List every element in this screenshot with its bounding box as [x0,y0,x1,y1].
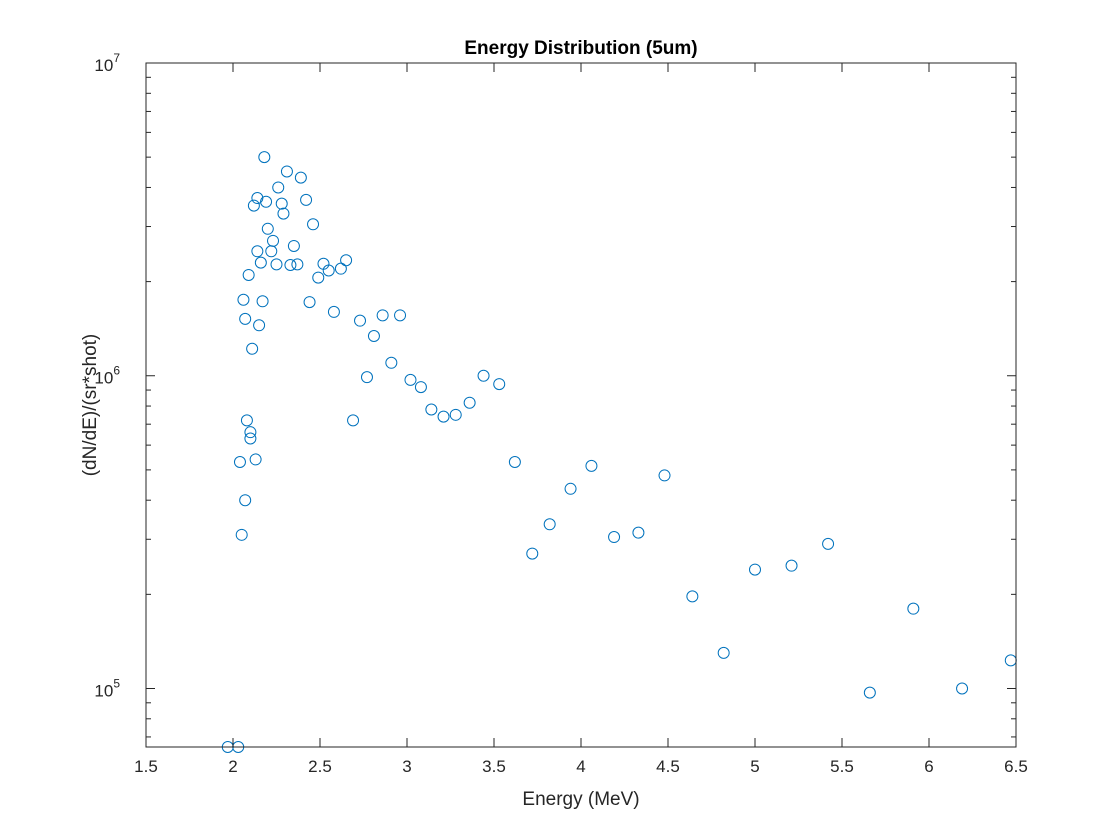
data-point [414,381,427,394]
data-point [425,403,438,416]
plot-area [146,63,1016,747]
x-tick-label: 3.5 [482,757,506,776]
data-point [239,494,252,507]
data-point [242,268,255,281]
data-point [284,258,297,271]
data-point [340,254,353,267]
axes-background [146,63,1016,747]
x-tick-label: 5 [750,757,759,776]
data-point [275,197,288,210]
data-point [360,371,373,384]
data-point [233,455,246,468]
data-point [367,329,380,342]
data-point [239,312,252,325]
data-point [404,373,417,386]
data-point [237,293,250,306]
x-tick-label: 4 [576,757,585,776]
data-point [272,181,285,194]
data-point [493,378,506,391]
y-tick-exponent: 6 [113,364,120,378]
data-point [907,602,920,615]
data-point [376,309,389,322]
chart-title: Energy Distribution (5um) [464,38,697,59]
y-tick-exponent: 7 [113,51,120,65]
data-point [477,369,490,382]
x-tick-label: 2 [228,757,237,776]
data-point [347,414,360,427]
data-point [235,528,248,541]
data-point [632,526,645,539]
x-axis-label: Energy (MeV) [522,789,639,810]
data-point [686,590,699,603]
data-point [394,309,407,322]
x-tick-label: 4.5 [656,757,680,776]
data-point [463,396,476,409]
data-point [251,192,264,205]
data-point [291,258,304,271]
x-tick-label: 5.5 [830,757,854,776]
data-point [658,469,671,482]
data-point [294,171,307,184]
data-point [749,563,761,576]
data-point [449,408,462,421]
y-tick-label: 105 [94,676,120,700]
data-point [244,432,257,445]
data-point [251,245,264,258]
data-point [300,193,313,206]
x-tick-label: 6.5 [1004,757,1028,776]
data-point [287,239,300,252]
data-point [322,264,335,277]
data-point [256,295,269,308]
data-point [249,453,262,466]
y-tick-base: 10 [94,369,113,388]
x-axis: 1.5 2 2.5 3 3.5 4 4.5 5 5.5 6 6.5 [134,63,1028,776]
data-point [863,686,876,699]
data-point [280,165,293,178]
x-tick-label: 1.5 [134,757,158,776]
data-point [258,151,271,164]
data-point [822,537,835,550]
data-point [261,222,274,235]
x-tick-label: 3 [402,757,411,776]
data-point [564,482,577,495]
data-point [585,459,598,472]
data-point [437,410,450,423]
x-tick-label: 6 [924,757,933,776]
data-point [354,314,367,327]
data-point [508,455,521,468]
data-point [247,199,260,212]
y-axis-label: (dN/dE)/(sr*shot) [80,334,101,477]
data-point [277,207,290,220]
y-tick-base: 10 [94,56,113,75]
data-point [526,547,539,560]
data-point [246,342,259,355]
data-point [956,682,969,695]
y-tick-label: 106 [94,364,120,388]
y-tick-label: 107 [94,51,120,75]
x-tick-label: 2.5 [308,757,332,776]
data-point [312,271,325,284]
data-point [785,559,798,572]
data-point [385,356,398,369]
data-markers [221,151,1017,753]
data-point [717,646,730,659]
data-point [303,296,316,309]
y-tick-base: 10 [94,681,113,700]
data-point [543,518,556,531]
data-point [327,305,340,318]
data-point [254,256,267,269]
data-point [253,319,266,332]
data-point [270,258,283,271]
data-point [244,426,257,439]
data-point [240,414,253,427]
data-point [307,218,320,231]
data-point [608,531,621,544]
data-point [260,195,273,208]
data-point [267,234,280,247]
y-tick-exponent: 5 [113,676,120,690]
